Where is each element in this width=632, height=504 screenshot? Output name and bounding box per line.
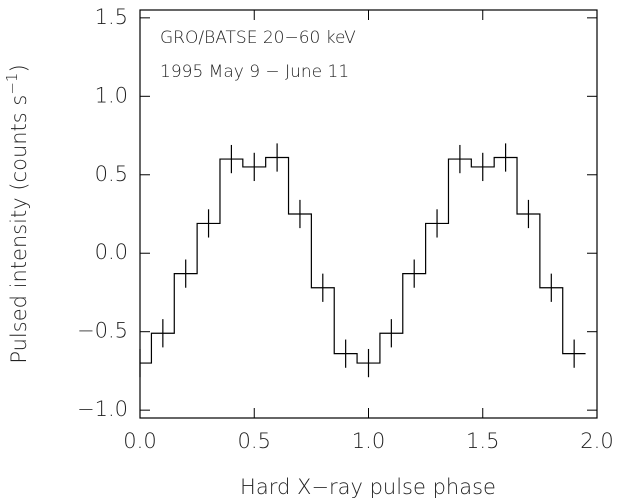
annotation: GRO/BATSE 20−60 keV [160, 28, 356, 48]
y-tick-label: 1.5 [95, 5, 128, 29]
y-axis-label-main: Pulsed intensity (counts s [7, 95, 31, 364]
x-tick-label: 1.5 [466, 429, 499, 453]
y-tick-label: 0.5 [95, 162, 128, 186]
y-tick-label: −0.5 [77, 319, 128, 343]
y-tick-label: 1.0 [95, 83, 128, 107]
x-tick-label: 1.0 [352, 429, 385, 453]
y-axis-label-end: ) [7, 64, 31, 72]
step-line [140, 156, 586, 364]
y-axis-label: Pulsed intensity (counts s−1) [3, 64, 32, 363]
x-tick-label: 2.0 [580, 429, 613, 453]
y-axis-label-sup: −1 [3, 73, 21, 95]
x-tick-label: 0.0 [123, 429, 156, 453]
y-tick-label: 0.0 [95, 240, 128, 264]
x-tick-label: 0.5 [238, 429, 271, 453]
x-axis-label: Hard X−ray pulse phase [240, 475, 496, 499]
y-tick-label: −1.0 [77, 397, 128, 421]
annotation: 1995 May 9 − June 11 [160, 62, 349, 82]
